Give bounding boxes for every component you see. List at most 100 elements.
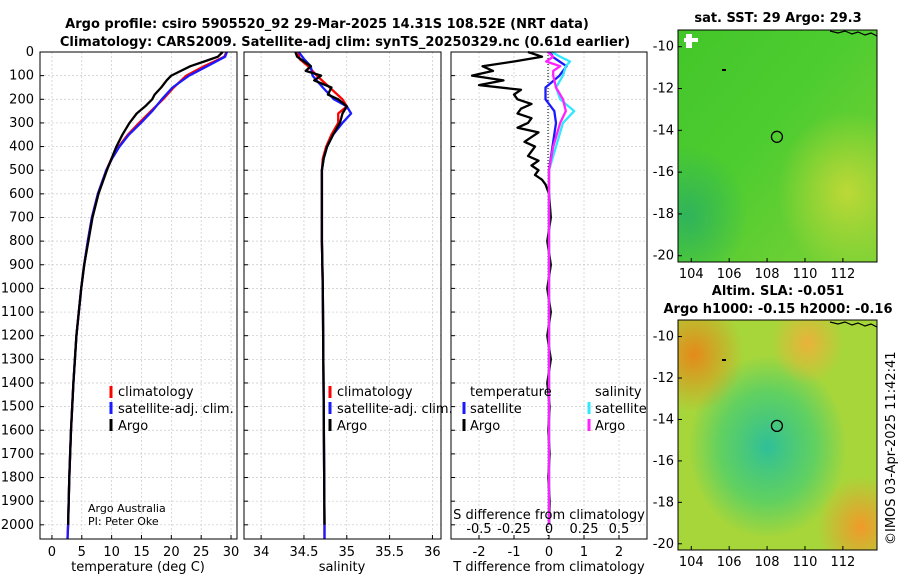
salinity-panel-frame	[243, 51, 442, 540]
x-tick-label: 20	[163, 545, 180, 560]
map-y-tick-label: -12	[653, 82, 674, 97]
x-tick-label: 34	[253, 545, 270, 560]
series-line-argo	[294, 51, 348, 525]
x-tick-label: -2	[473, 545, 486, 560]
title-line1: Argo profile: csiro 5905520_92 29-Mar-20…	[65, 17, 589, 32]
legend-label-argo: Argo	[337, 419, 367, 434]
sst-grid-tint	[678, 30, 877, 262]
x-tick-label: -1	[508, 545, 521, 560]
argo-float-marker	[770, 130, 784, 143]
temperature-panel-frame	[39, 51, 238, 540]
map-x-tick-label: 108	[755, 555, 780, 570]
salinity-panel: 34 34.5 35 35.5 36 salinity climatology sate…	[243, 51, 453, 575]
salinity-xlabel: salinity	[319, 560, 366, 575]
y-tick-label: 900	[9, 258, 34, 273]
map-x-tick-label: 108	[755, 267, 780, 282]
y-tick-label: 1300	[1, 352, 34, 367]
secondary-x-tick-label: 0.5	[609, 522, 630, 537]
difference-xlabel: T difference from climatology	[452, 560, 645, 575]
secondary-x-tick-label: -0.5	[466, 522, 491, 537]
y-tick-label: 100	[9, 69, 34, 84]
map-y-tick-label: -16	[653, 454, 674, 469]
map-y-tick-label: -12	[653, 371, 674, 386]
difference-panel: -2 -1 0 1 2 T difference from climatology S …	[450, 50, 648, 575]
legend-label-t-argo: Argo	[470, 419, 500, 434]
x-tick-label: 36	[424, 545, 441, 560]
y-tick-label: 200	[9, 92, 34, 107]
legend-label-t-satellite: satellite	[470, 402, 522, 417]
x-tick-label: 25	[193, 545, 210, 560]
annotation-argo-australia: Argo Australia	[88, 502, 166, 515]
series-line-s-argo	[545, 51, 567, 525]
legend-label-satellite: satellite-adj. clim.	[118, 402, 234, 417]
sst-island	[722, 69, 726, 71]
sst-map-title: sat. SST: 29 Argo: 29.3	[694, 11, 861, 26]
map-x-tick-label: 104	[679, 267, 704, 282]
x-tick-label: 0	[48, 545, 56, 560]
secondary-x-tick-label: 0.25	[570, 522, 599, 537]
temperature-legend: climatology satellite-adj. clim. Argo	[109, 385, 234, 434]
map-y-tick-label: -18	[653, 495, 674, 510]
y-tick-label: 0	[26, 45, 34, 60]
y-tick-label: 2000	[1, 518, 34, 533]
sla-coastline	[829, 321, 878, 328]
series-line-argo	[66, 51, 224, 525]
annotation-pi: PI: Peter Oke	[88, 515, 159, 528]
sst-missing-data	[684, 34, 698, 48]
sla-map-subtitle: Argo h1000: -0.15 h2000: -0.16	[663, 302, 892, 317]
map-x-tick-label: 112	[830, 555, 855, 570]
map-y-tick-label: -10	[653, 40, 674, 55]
y-tick-label: 1600	[1, 423, 34, 438]
legend-label-climatology: climatology	[118, 385, 194, 400]
y-tick-label: 1000	[1, 281, 34, 296]
difference-legend: temperature salinity satellite Argo sate…	[462, 385, 647, 434]
y-tick-label: 1400	[1, 376, 34, 391]
map-x-tick-label: 104	[679, 555, 704, 570]
map-x-tick-label: 106	[717, 555, 742, 570]
sla-map: Altim. SLA: -0.051 Argo h1000: -0.15 h20…	[653, 284, 893, 570]
map-y-tick-label: -14	[653, 123, 674, 138]
x-tick-label: 0	[545, 545, 553, 560]
x-tick-label: 2	[615, 545, 623, 560]
legend-header-temperature: temperature	[470, 385, 552, 400]
legend-label-s-satellite: satellite	[595, 402, 647, 417]
y-tick-label: 1200	[1, 329, 34, 344]
sla-orange-southeast	[678, 320, 877, 550]
sst-cool-patch	[678, 30, 877, 262]
sla-map-frame	[677, 319, 878, 551]
y-tick-label: 800	[9, 234, 34, 249]
map-y-tick-label: -20	[653, 249, 674, 264]
secondary-x-tick-label: 0	[545, 522, 553, 537]
y-tick-label: 400	[9, 140, 34, 155]
y-tick-label: 1800	[1, 471, 34, 486]
x-tick-label: 30	[223, 545, 240, 560]
sst-map-frame	[677, 29, 878, 263]
map-y-tick-label: -20	[653, 537, 674, 552]
y-tick-label: 500	[9, 163, 34, 178]
x-tick-label: 34.5	[289, 545, 318, 560]
map-y-tick-label: -14	[653, 412, 674, 427]
imos-credit: ©IMOS 03-Apr-2025 11:42:41	[884, 351, 899, 545]
sla-island	[722, 359, 726, 361]
map-x-tick-label: 106	[717, 267, 742, 282]
temperature-xlabel: temperature (deg C)	[71, 560, 205, 575]
map-y-tick-label: -16	[653, 165, 674, 180]
secondary-x-tick-label: -0.25	[497, 522, 531, 537]
x-tick-label: 35	[339, 545, 356, 560]
salinity-legend: climatology satellite-adj. clim. Argo	[328, 385, 453, 434]
title-line2: Climatology: CARS2009. Satellite-adj cli…	[60, 35, 630, 50]
x-tick-label: 10	[103, 545, 120, 560]
series-line-climatology	[66, 51, 228, 540]
series-line-satellite-adj-clim-	[66, 51, 228, 540]
y-tick-label: 600	[9, 187, 34, 202]
x-tick-label: 15	[133, 545, 150, 560]
argo-float-marker	[770, 419, 784, 433]
map-x-tick-label: 112	[830, 267, 855, 282]
legend-header-salinity: salinity	[595, 385, 642, 400]
series-line-t-argo	[470, 50, 552, 525]
secondary-xlabel: S difference from climatology	[453, 508, 645, 523]
y-tick-label: 1500	[1, 400, 34, 415]
legend-label-s-argo: Argo	[595, 419, 625, 434]
sst-coastline	[829, 30, 878, 37]
sst-map: sat. SST: 29 Argo: 29.3 104 106 108 110 112 -…	[653, 11, 878, 282]
